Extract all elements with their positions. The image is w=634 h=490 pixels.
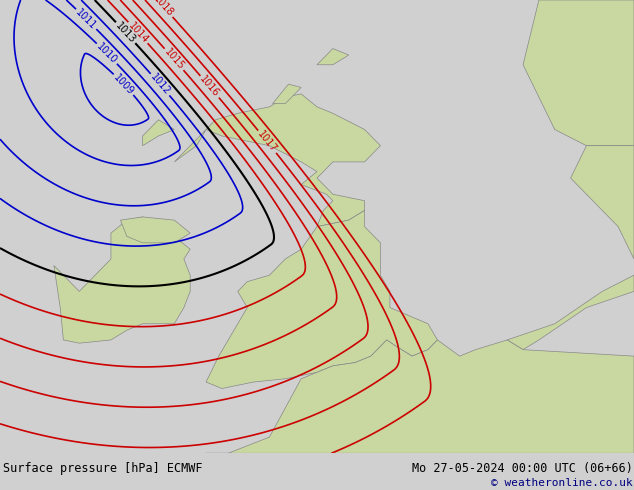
Text: © weatheronline.co.uk: © weatheronline.co.uk	[491, 478, 633, 488]
Polygon shape	[143, 120, 174, 146]
Text: 1012: 1012	[148, 72, 172, 97]
Text: Surface pressure [hPa] ECMWF: Surface pressure [hPa] ECMWF	[3, 463, 203, 475]
Polygon shape	[273, 84, 301, 103]
Polygon shape	[523, 0, 634, 146]
Polygon shape	[571, 146, 634, 259]
Text: 1010: 1010	[94, 41, 119, 66]
Text: 1013: 1013	[113, 20, 138, 45]
Polygon shape	[507, 275, 634, 350]
Text: 1009: 1009	[112, 72, 136, 97]
Polygon shape	[206, 94, 380, 226]
Text: 1018: 1018	[151, 0, 175, 19]
Polygon shape	[206, 340, 634, 453]
Text: Mo 27-05-2024 00:00 UTC (06+66): Mo 27-05-2024 00:00 UTC (06+66)	[412, 463, 633, 475]
Text: 1017: 1017	[256, 129, 279, 154]
Polygon shape	[317, 49, 349, 65]
Polygon shape	[54, 217, 190, 343]
Polygon shape	[206, 210, 437, 389]
Text: 1011: 1011	[74, 7, 98, 31]
Text: 1015: 1015	[162, 47, 186, 72]
Text: 1014: 1014	[126, 20, 150, 45]
Polygon shape	[174, 129, 206, 162]
Polygon shape	[120, 217, 190, 243]
Text: 1016: 1016	[198, 74, 221, 99]
